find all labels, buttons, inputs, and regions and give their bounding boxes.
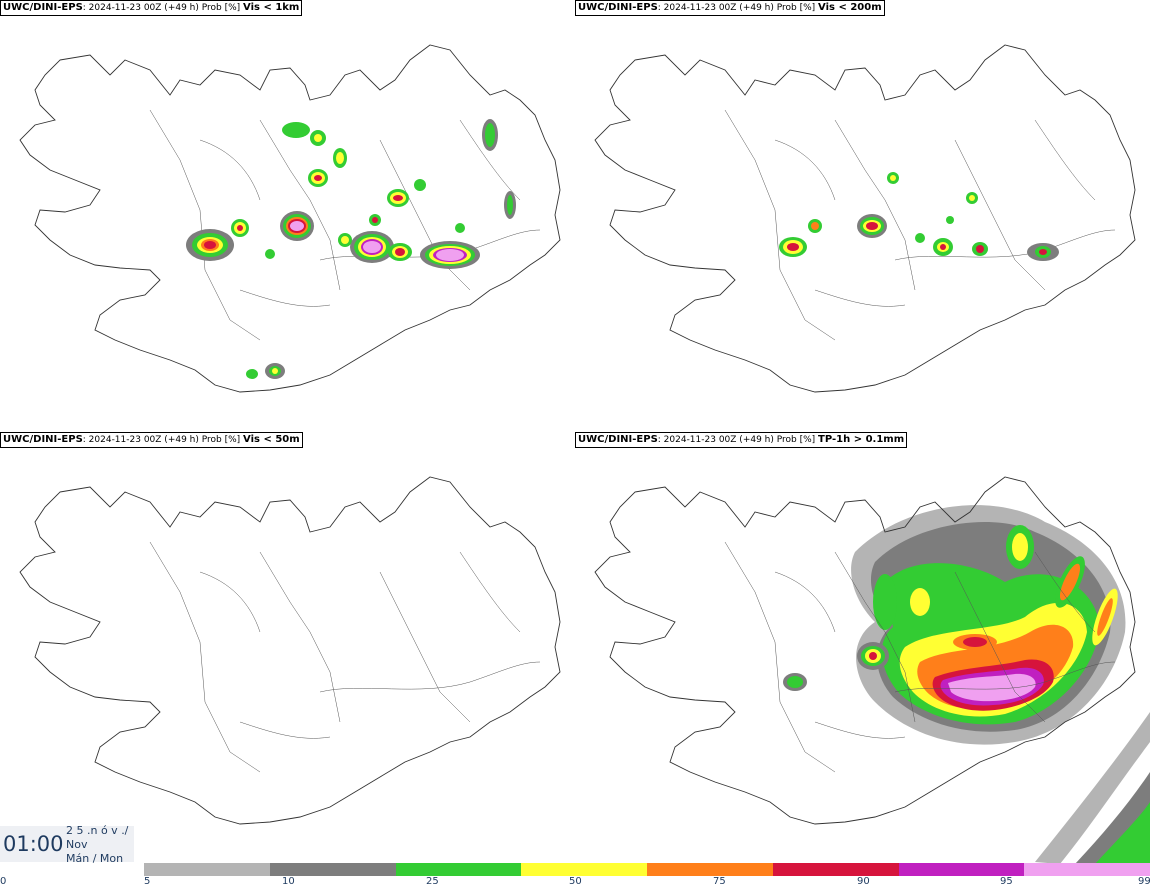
boundary-line <box>834 119 916 291</box>
colorbar-label: 50 <box>569 876 582 887</box>
colorbar-segment <box>898 863 1025 876</box>
panel-title: UWC/DINI-EPS: 2024-11-23 00Z (+49 h) Pro… <box>0 0 303 16</box>
coastline <box>594 44 1136 393</box>
colorbar-segment <box>144 863 270 876</box>
panel-source: UWC/DINI-EPS <box>3 434 83 445</box>
boundary-line <box>774 571 836 633</box>
boundary-line <box>199 139 261 201</box>
probability-colorbar <box>144 863 1150 876</box>
boundary-line <box>459 551 521 633</box>
map-panel-vis-200m: UWC/DINI-EPS: 2024-11-23 00Z (+49 h) Pro… <box>575 0 1150 432</box>
boundary-line <box>149 541 261 773</box>
boundary-line <box>774 139 836 201</box>
colorbar-segment <box>647 863 773 876</box>
coastline <box>594 476 1136 825</box>
boundary-line <box>239 721 331 739</box>
panel-variable: Vis < 50m <box>243 434 300 445</box>
panel-title: UWC/DINI-EPS: 2024-11-23 00Z (+49 h) Pro… <box>575 432 908 448</box>
boundary-line <box>894 229 1116 261</box>
panel-title: UWC/DINI-EPS: 2024-11-23 00Z (+49 h) Pro… <box>575 0 885 16</box>
boundary-line <box>199 571 261 633</box>
boundary-line <box>954 571 1046 723</box>
colorbar-segment <box>521 863 647 876</box>
colorbar-label: 0 <box>0 876 7 887</box>
boundary-line <box>319 661 541 693</box>
boundary-line <box>259 551 341 723</box>
panel-source: UWC/DINI-EPS <box>578 2 658 13</box>
iceland-map <box>19 44 561 393</box>
boundary-line <box>259 119 341 291</box>
boundary-line <box>1034 551 1096 633</box>
colorbar-label: 5 <box>144 876 151 887</box>
boundary-line <box>379 139 471 291</box>
iceland-map <box>594 44 1136 393</box>
colorbar-label: 10 <box>282 876 295 887</box>
boundary-line <box>1034 119 1096 201</box>
panel-variable: Vis < 1km <box>243 2 300 13</box>
colorbar-segment <box>772 863 899 876</box>
colorbar-segment <box>1024 863 1150 876</box>
colorbar-label: 99 <box>1138 876 1150 887</box>
valid-time: 01:00 <box>3 832 64 856</box>
panel-title: UWC/DINI-EPS: 2024-11-23 00Z (+49 h) Pro… <box>0 432 303 448</box>
panel-meta: : 2024-11-23 00Z (+49 h) Prob [%] <box>657 3 819 13</box>
panel-meta: : 2024-11-23 00Z (+49 h) Prob [%] <box>657 435 819 445</box>
valid-time-box: 01:00 2 5 .n ó v ./ Nov Mán / Mon <box>0 824 134 865</box>
boundary-line <box>724 541 836 773</box>
coastline <box>19 44 561 393</box>
panel-meta: : 2024-11-23 00Z (+49 h) Prob [%] <box>82 3 244 13</box>
boundary-line <box>239 289 331 307</box>
colorbar-label: 95 <box>1000 876 1013 887</box>
boundary-line <box>459 119 521 201</box>
valid-month: Nov <box>66 838 88 851</box>
boundary-line <box>834 551 916 723</box>
panel-source: UWC/DINI-EPS <box>3 2 83 13</box>
valid-weekday: Mán / Mon <box>66 852 124 865</box>
colorbar-segment <box>269 863 396 876</box>
panel-variable: Vis < 200m <box>818 2 882 13</box>
boundary-line <box>814 721 906 739</box>
coastline <box>19 476 561 825</box>
colorbar-label: 25 <box>426 876 439 887</box>
panel-meta: : 2024-11-23 00Z (+49 h) Prob [%] <box>82 435 244 445</box>
iceland-map <box>19 476 561 825</box>
valid-day: 2 5 .n ó v ./ <box>66 824 129 837</box>
boundary-line <box>379 571 471 723</box>
map-panel-precip: UWC/DINI-EPS: 2024-11-23 00Z (+49 h) Pro… <box>575 432 1150 864</box>
boundary-line <box>894 661 1116 693</box>
colorbar-segment <box>395 863 522 876</box>
map-panel-vis-50m: UWC/DINI-EPS: 2024-11-23 00Z (+49 h) Pro… <box>0 432 575 864</box>
colorbar-label: 75 <box>713 876 726 887</box>
boundary-line <box>814 289 906 307</box>
map-panel-vis-1km: UWC/DINI-EPS: 2024-11-23 00Z (+49 h) Pro… <box>0 0 575 432</box>
panel-variable: TP-1h > 0.1mm <box>818 434 905 445</box>
iceland-map <box>594 476 1150 864</box>
colorbar-label: 90 <box>857 876 870 887</box>
panel-source: UWC/DINI-EPS <box>578 434 658 445</box>
boundary-line <box>954 139 1046 291</box>
boundary-line <box>724 109 836 341</box>
